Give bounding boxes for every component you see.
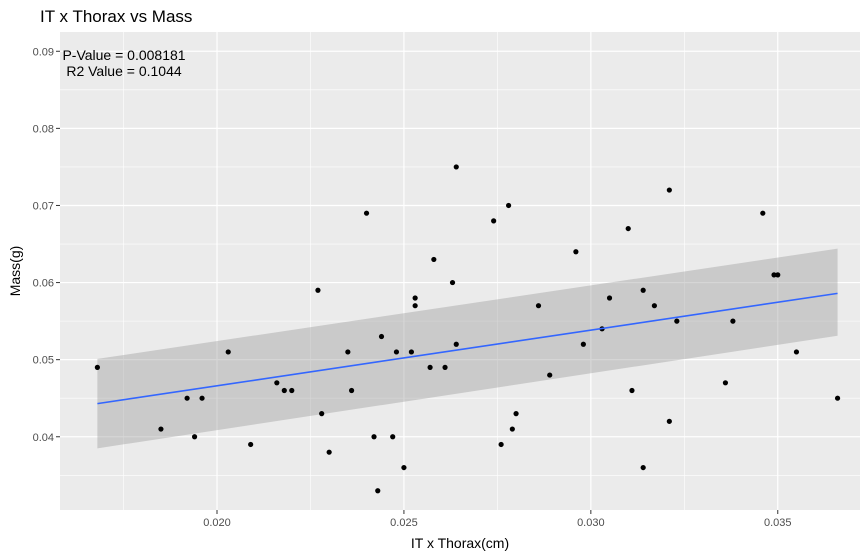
data-point-19	[390, 434, 396, 440]
data-point-47	[666, 187, 672, 193]
data-point-13	[345, 349, 351, 355]
major-gridlines	[60, 32, 860, 510]
regression-line	[97, 292, 838, 405]
y-axis-title: Mass(g)	[7, 246, 23, 297]
data-point-32	[498, 441, 504, 448]
minor-gridlines	[60, 32, 860, 510]
data-point-51	[730, 318, 736, 324]
data-point-36	[535, 303, 542, 309]
data-point-14	[348, 387, 355, 394]
data-point-28	[449, 279, 456, 286]
data-point-4	[199, 395, 205, 401]
x-tick-label-1: 0.025	[390, 517, 418, 529]
data-point-41	[606, 295, 613, 301]
data-point-48	[666, 418, 672, 424]
data-point-46	[651, 303, 657, 309]
y-tick-label-5: 0.09	[33, 46, 54, 58]
y-axis-ticks: 0.04 0.05 0.06 0.07 0.08 0.09	[33, 46, 60, 444]
data-point-56	[834, 395, 841, 401]
data-point-16	[371, 434, 377, 440]
data-point-37	[547, 372, 553, 378]
x-tick-label-0: 0.020	[203, 517, 231, 529]
data-point-25	[427, 364, 433, 370]
data-point-21	[401, 464, 407, 471]
data-point-20	[393, 349, 400, 355]
data-point-53	[771, 272, 777, 278]
p-value-annotation: P-Value = 0.008181	[62, 47, 185, 63]
data-points-layer	[94, 164, 841, 494]
data-point-54	[775, 272, 781, 278]
chart-title: IT x Thorax vs Mass	[40, 7, 192, 26]
y-tick-label-1: 0.05	[33, 355, 54, 367]
y-tick-label-4: 0.08	[33, 123, 54, 135]
data-point-15	[363, 210, 370, 216]
regression-line-layer	[97, 292, 838, 405]
r2-value-annotation: R2 Value = 0.1044	[66, 63, 182, 79]
data-point-29	[453, 164, 459, 170]
data-point-8	[281, 387, 287, 394]
x-axis-ticks: 0.020 0.025 0.030 0.035	[203, 510, 792, 529]
data-point-45	[640, 464, 646, 471]
data-point-35	[513, 411, 519, 417]
data-point-31	[491, 218, 497, 224]
data-point-3	[191, 434, 198, 440]
data-point-43	[629, 387, 635, 394]
data-point-22	[408, 349, 415, 355]
data-point-6	[248, 441, 254, 448]
data-point-11	[319, 411, 325, 417]
data-point-49	[674, 318, 680, 324]
data-point-23	[412, 295, 418, 301]
x-axis-title: IT x Thorax(cm)	[411, 535, 509, 551]
data-point-12	[326, 449, 332, 455]
data-point-27	[442, 364, 448, 370]
data-point-55	[793, 349, 800, 355]
data-point-0	[94, 364, 100, 370]
y-tick-label-3: 0.07	[33, 200, 54, 212]
data-point-7	[274, 380, 280, 386]
data-point-1	[158, 426, 164, 432]
x-tick-label-3: 0.035	[764, 517, 792, 529]
plot-panel	[60, 32, 860, 510]
data-point-17	[375, 488, 381, 494]
data-point-42	[625, 225, 631, 232]
data-point-24	[412, 303, 418, 309]
data-point-10	[315, 287, 321, 293]
data-point-18	[378, 333, 385, 340]
data-point-26	[431, 256, 437, 263]
data-point-44	[640, 287, 646, 293]
data-point-52	[760, 210, 766, 216]
data-point-39	[580, 341, 586, 347]
data-point-34	[509, 426, 515, 432]
y-tick-label-2: 0.06	[33, 278, 54, 290]
data-point-33	[505, 202, 512, 209]
data-point-9	[289, 387, 295, 394]
data-point-5	[225, 349, 231, 355]
data-point-50	[722, 380, 729, 386]
data-point-38	[573, 249, 579, 255]
x-tick-label-2: 0.030	[577, 517, 605, 529]
data-point-30	[453, 341, 459, 347]
y-tick-label-0: 0.04	[33, 432, 54, 444]
data-point-2	[184, 395, 190, 401]
